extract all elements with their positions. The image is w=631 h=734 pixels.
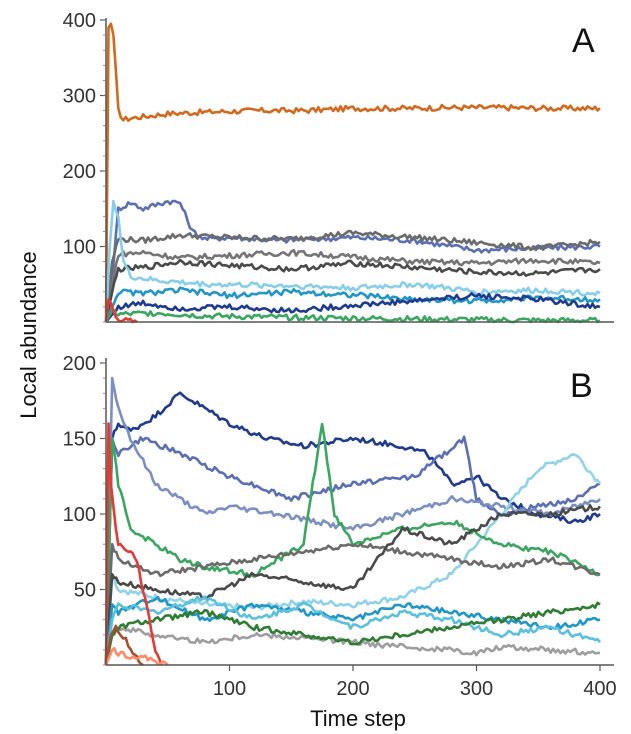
series-line-b-6 — [104, 504, 601, 666]
series-line-a-4 — [104, 258, 601, 323]
y-tick-label-b-1: 100 — [63, 504, 96, 526]
series-line-b-5 — [104, 542, 601, 666]
x-ticks-b: 100 200 300 400 — [213, 665, 617, 700]
series-line-a-5 — [104, 199, 601, 323]
x-tick-label-b-1: 200 — [336, 678, 369, 700]
y-tick-label-a-3: 400 — [63, 10, 96, 32]
y-tick-label-b-0: 50 — [74, 580, 96, 602]
series-line-a-7 — [105, 292, 601, 323]
y-tick-label-a-1: 200 — [63, 161, 96, 183]
x-axis-title: Time step — [310, 706, 406, 731]
y-axis-title: Local abundance — [16, 251, 41, 419]
series-line-b-4 — [104, 422, 601, 666]
series-line-b-0 — [104, 391, 601, 666]
y-ticks-a: 100 200 300 400 — [63, 10, 106, 323]
series-line-a-3 — [104, 248, 601, 323]
series-line-a-2 — [104, 229, 601, 323]
x-tick-label-b-3: 400 — [583, 678, 616, 700]
x-tick-label-b-0: 100 — [213, 678, 246, 700]
series-group-a — [104, 22, 601, 324]
y-tick-label-b-3: 200 — [63, 353, 96, 375]
series-line-b-9 — [104, 626, 601, 666]
series-line-b-10 — [104, 601, 601, 666]
panel-a: 100 200 300 400 A — [63, 10, 614, 324]
y-tick-label-a-0: 100 — [63, 237, 96, 259]
series-line-b-13 — [104, 647, 169, 666]
series-line-b-8 — [104, 595, 602, 666]
panel-letter-a: A — [572, 22, 595, 60]
series-line-a-8 — [104, 309, 601, 324]
y-tick-label-a-2: 300 — [63, 86, 96, 108]
x-tick-label-b-2: 300 — [460, 678, 493, 700]
panel-letter-b: B — [570, 367, 593, 405]
series-line-b-7 — [104, 595, 601, 666]
series-group-b — [104, 376, 602, 667]
series-line-b-2 — [104, 376, 601, 666]
panel-b: 50 100 150 200 100 200 300 400 B — [63, 353, 617, 700]
series-line-b-11 — [104, 422, 163, 666]
y-ticks-b: 50 100 150 200 — [63, 353, 106, 666]
y-tick-label-b-2: 150 — [63, 429, 96, 451]
series-line-a-0 — [104, 22, 601, 323]
